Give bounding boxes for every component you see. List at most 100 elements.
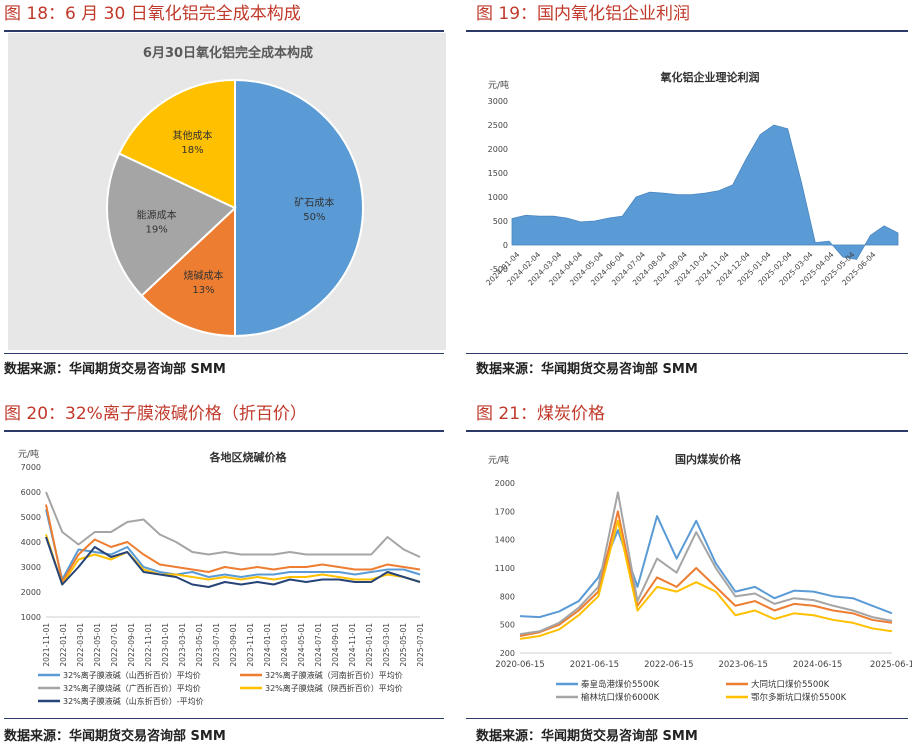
fig21-bottom-rule [466, 718, 908, 719]
legend-label-0: 秦皇岛港煤价5500K [581, 679, 660, 690]
fig20-ylabel: 元/吨 [18, 448, 39, 460]
pie-value-1: 13% [192, 285, 214, 296]
fig18-chart: 6月30日氧化铝完全成本构成 矿石成本 50% 烧碱成本 13% 能源成本 19% 其他成本… [8, 33, 446, 350]
line-xtick: 2025-07-01 [416, 623, 425, 667]
fig20-top-rule [4, 430, 444, 432]
line-xtick: 2025-06-1 [870, 660, 912, 670]
legend-label-3: 鄂尔多斯坑口煤价5500K [751, 692, 847, 703]
legend-label-1: 32%离子膜液碱（河南折百价）平均价 [265, 670, 403, 680]
fig21-top-rule [466, 430, 908, 432]
line-xtick: 2025-05-01 [399, 623, 408, 667]
fig21-heading: 图 21：煤炭价格 [476, 404, 606, 424]
series-line-0 [45, 509, 421, 581]
line-xtick: 2022-01-01 [59, 623, 68, 667]
line-ytick: 800 [500, 592, 515, 601]
panel-fig20: 图 20：32%离子膜液碱价格（折百价） 各地区烧碱价格 元/吨 1000 200… [0, 400, 450, 749]
pie-slice-2 [106, 152, 237, 298]
line-xtick: 2024-05-01 [297, 623, 306, 667]
pie-value-3: 18% [181, 145, 203, 156]
series-line-3 [519, 519, 893, 640]
line-xtick: 2025-03-01 [382, 623, 391, 667]
fig20-bottom-rule [4, 718, 444, 719]
pie-label-1: 烧碱成本 [183, 269, 223, 282]
panel-fig19: 图 19：国内氧化铝企业利润 氧化铝企业理论利润 元/吨 -500 0 500 100… [462, 0, 914, 385]
fig18-chart-title: 6月30日氧化铝完全成本构成 [143, 45, 313, 61]
line-ytick: 7000 [21, 463, 41, 472]
line-ytick: 200 [500, 649, 515, 658]
line-xtick: 2024-03-01 [280, 623, 289, 667]
line-ytick: 6000 [21, 488, 41, 497]
fig19-source: 数据来源：华闻期货交易咨询部 SMM [476, 362, 698, 377]
fig20-xticks: 2021-11-01 2022-01-01 2022-03-01 2022-05-01… [42, 623, 425, 667]
pie-slice-0 [234, 78, 364, 338]
line-xtick: 2020-06-15 [495, 660, 544, 670]
line-xtick: 2021-06-15 [570, 660, 619, 670]
fig21-legend: 秦皇岛港煤价5500K 大同坑口煤价5500K 榆林坑口煤价6000K 鄂尔多斯坑口煤… [556, 679, 847, 703]
fig18-pie: 矿石成本 50% 烧碱成本 13% 能源成本 19% 其他成本 18% [106, 78, 364, 338]
line-xtick: 2022-05-01 [93, 623, 102, 667]
fig20-axes: 1000 2000 3000 4000 5000 6000 7000 [21, 463, 420, 622]
series-line-1 [45, 504, 421, 583]
fig19-xticks: 2024-01-042024-02-042024-03-042024-04-04… [484, 250, 877, 287]
line-xtick: 2023-03-01 [178, 623, 187, 667]
pie-slice-3 [117, 78, 236, 210]
line-ytick: 4000 [21, 538, 41, 547]
series-line-0 [519, 515, 893, 619]
line-xtick: 2023-11-01 [246, 623, 255, 667]
line-ytick: 2000 [21, 588, 41, 597]
line-ytick: 2000 [495, 479, 515, 488]
area-ytick: 1500 [488, 169, 508, 178]
fig20-series [45, 491, 421, 588]
line-xtick: 2024-07-01 [314, 623, 323, 667]
fig19-bottom-rule [466, 353, 908, 354]
area-ytick: 2000 [488, 145, 508, 154]
fig19-chart: 氧化铝企业理论利润 元/吨 -500 0 500 1000 1500 2000 2500 30… [484, 70, 899, 287]
fig21-chart: 国内煤炭价格 元/吨 200 500 800 1100 1400 1700 2000 202… [488, 452, 912, 703]
legend-label-2: 32%离子膜烧碱（广西折百价）平均价 [63, 683, 201, 693]
area-ytick: 2500 [488, 121, 508, 130]
fig20-chart-title: 各地区烧碱价格 [209, 450, 288, 464]
line-ytick: 1400 [495, 536, 515, 545]
area-ytick: 3000 [488, 97, 508, 106]
line-xtick: 2022-06-15 [644, 660, 693, 670]
line-ytick: 5000 [21, 513, 41, 522]
fig21-chart-title: 国内煤炭价格 [675, 452, 742, 466]
area-ytick: -500 [490, 265, 508, 274]
fig21-source: 数据来源：华闻期货交易咨询部 SMM [476, 729, 698, 744]
line-ytick: 1000 [21, 613, 41, 622]
fig18-heading: 图 18：6 月 30 日氧化铝完全成本构成 [4, 4, 301, 24]
line-xtick: 2022-11-01 [144, 623, 153, 667]
series-line-4 [45, 536, 421, 588]
fig18-source: 数据来源：华闻期货交易咨询部 SMM [4, 362, 226, 377]
fig18-bottom-rule [4, 353, 444, 354]
pie-label-2: 能源成本 [137, 208, 177, 221]
line-ytick: 500 [500, 621, 515, 630]
line-xtick: 2023-07-01 [212, 623, 221, 667]
line-xtick: 2023-05-01 [195, 623, 204, 667]
line-xtick: 2023-01-01 [161, 623, 170, 667]
fig20-heading: 图 20：32%离子膜液碱价格（折百价） [4, 404, 307, 424]
line-xtick: 2024-06-15 [793, 660, 842, 670]
area-ytick: 0 [503, 241, 508, 250]
panel-fig18: 图 18：6 月 30 日氧化铝完全成本构成 6月30日氧化铝完全成本构成 矿石… [0, 0, 450, 385]
pie-slice-1 [140, 205, 236, 338]
pie-label-0: 矿石成本 [294, 196, 334, 209]
legend-label-1: 大同坑口煤价5500K [751, 679, 830, 690]
legend-label-0: 32%离子膜液碱（山西折百价）平均价 [63, 670, 201, 680]
line-ytick: 3000 [21, 563, 41, 572]
fig21-xticks: 2020-06-15 2021-06-15 2022-06-15 2023-06-15… [495, 660, 912, 670]
line-xtick: 2024-09-01 [331, 623, 340, 667]
fig18-top-rule [4, 30, 444, 32]
line-xtick: 2022-09-01 [127, 623, 136, 667]
line-ytick: 1700 [495, 507, 515, 516]
panel-fig21: 图 21：煤炭价格 国内煤炭价格 元/吨 200 500 800 1100 1400 17… [462, 400, 914, 749]
pie-label-3: 其他成本 [172, 129, 212, 142]
area-ytick: 500 [493, 217, 508, 226]
legend-label-3: 32%离子膜烧碱（陕西折百价）平均价 [265, 683, 403, 693]
fig19-top-rule [466, 30, 908, 32]
series-line-2 [519, 491, 893, 636]
fig20-chart: 各地区烧碱价格 元/吨 1000 2000 3000 4000 5000 6000 7000… [18, 448, 425, 706]
series-line-1 [519, 510, 893, 637]
series-line-3 [45, 534, 421, 586]
line-xtick: 2021-11-01 [42, 623, 51, 667]
